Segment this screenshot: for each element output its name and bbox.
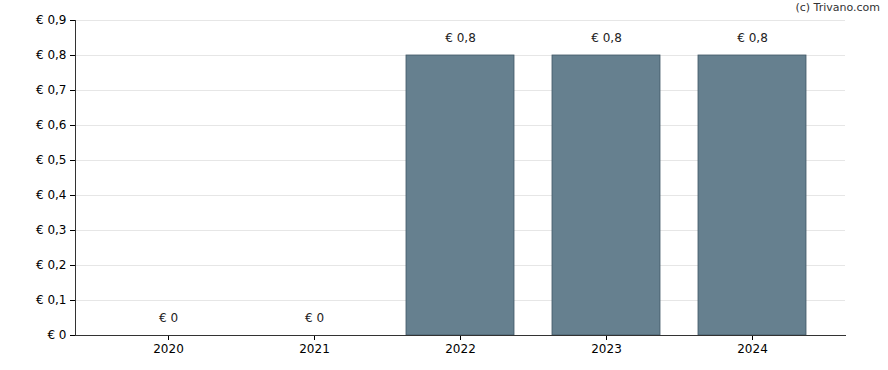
svg-text:€ 0,6: € 0,6 [36,118,67,132]
svg-text:€ 0,3: € 0,3 [36,223,67,237]
svg-text:2020: 2020 [153,342,184,356]
html-text:(c) Trivano.com: (c) Trivano.com [795,1,880,14]
svg-text:€ 0,8: € 0,8 [36,48,67,62]
svg-text:€ 0,2: € 0,2 [36,258,67,272]
svg-text:€ 0,8: € 0,8 [591,31,622,45]
svg-text:€ 0,5: € 0,5 [36,153,67,167]
svg-text:€ 0: € 0 [305,311,324,325]
svg-text:2021: 2021 [299,342,330,356]
svg-text:€ 0: € 0 [159,311,178,325]
svg-text:€ 0,1: € 0,1 [36,293,67,307]
svg-text:€ 0,8: € 0,8 [445,31,476,45]
svg-text:€ 0: € 0 [47,328,66,342]
svg-text:2023: 2023 [591,342,622,356]
svg-text:€ 0,4: € 0,4 [36,188,67,202]
svg-text:€ 0,8: € 0,8 [737,31,768,45]
svg-text:€ 0,9: € 0,9 [36,13,67,27]
svg-text:2022: 2022 [445,342,476,356]
svg-text:2024: 2024 [737,342,768,356]
svg-text:€ 0,7: € 0,7 [36,83,67,97]
